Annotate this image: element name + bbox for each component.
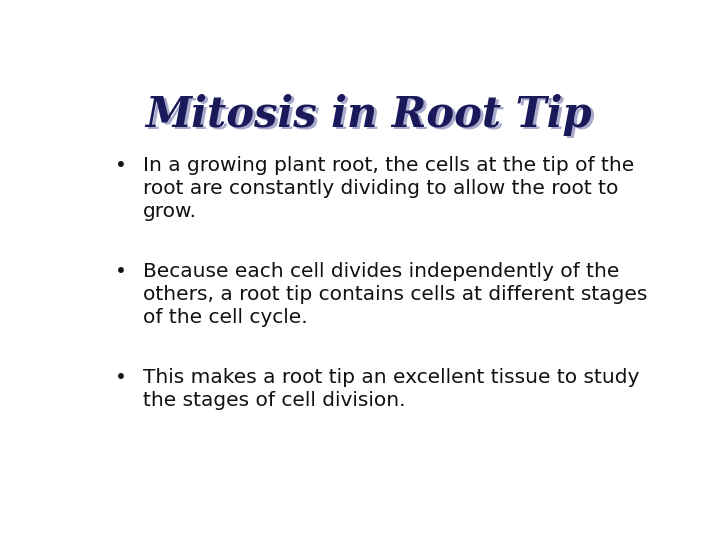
Text: In a growing plant root, the cells at the tip of the
root are constantly dividin: In a growing plant root, the cells at th… (143, 156, 634, 221)
Text: This makes a root tip an excellent tissue to study
the stages of cell division.: This makes a root tip an excellent tissu… (143, 368, 639, 410)
Text: Mitosis in Root Tip: Mitosis in Root Tip (148, 96, 595, 138)
Text: •: • (114, 262, 127, 281)
Text: •: • (114, 156, 127, 176)
Text: Mitosis in Root Tip: Mitosis in Root Tip (145, 94, 593, 136)
Text: Because each cell divides independently of the
others, a root tip contains cells: Because each cell divides independently … (143, 262, 647, 327)
Text: •: • (114, 368, 127, 387)
